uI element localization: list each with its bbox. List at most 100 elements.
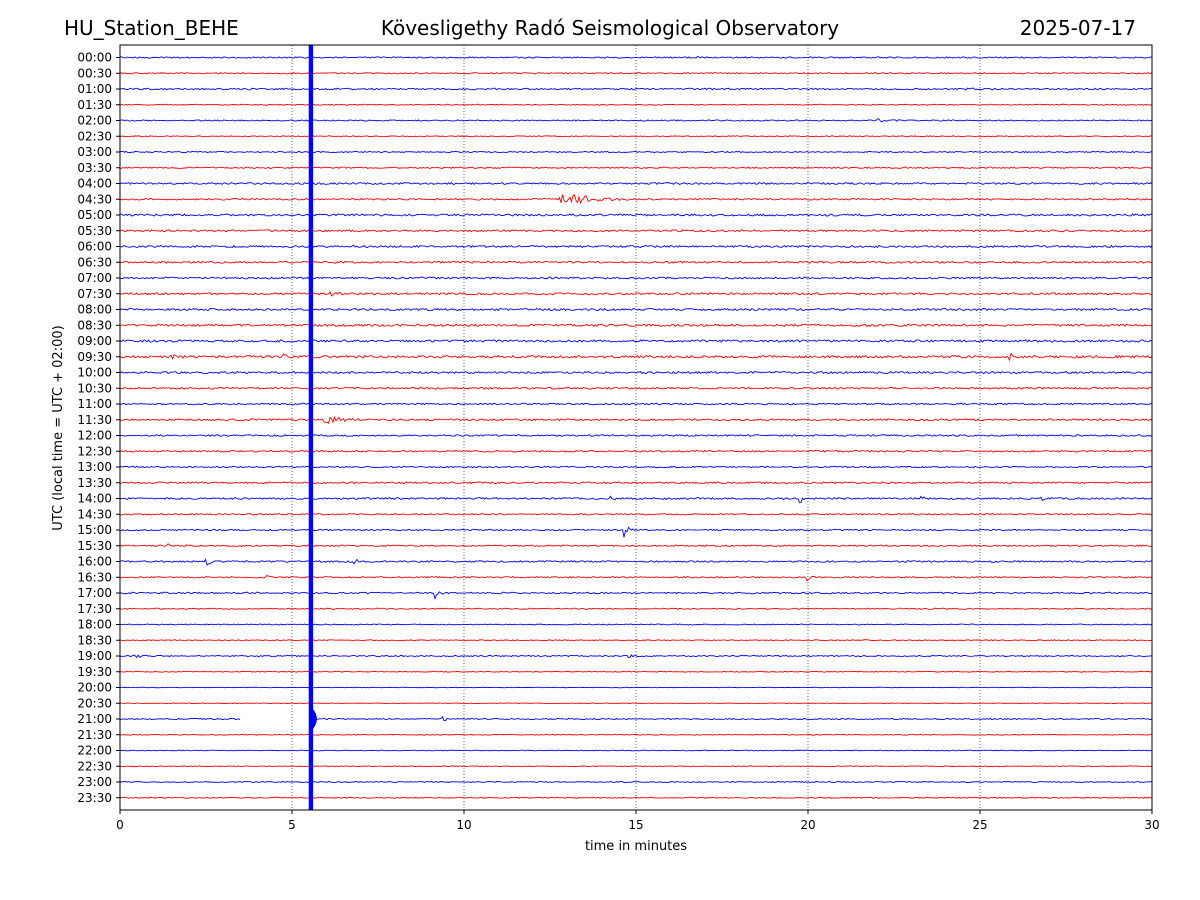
trace-line	[119, 558, 1153, 566]
row-time-label: 06:30	[77, 255, 112, 269]
row-time-label: 14:00	[77, 492, 112, 506]
row-time-label: 12:00	[77, 429, 112, 443]
main-event-trace	[308, 45, 314, 810]
row-time-label: 16:30	[77, 570, 112, 584]
trace-line	[119, 135, 1153, 138]
trace-line	[119, 449, 1153, 453]
station-name: HU_Station_BEHE	[64, 16, 239, 40]
row-time-label: 02:30	[77, 129, 112, 143]
row-time-label: 08:30	[77, 318, 112, 332]
trace-line	[119, 323, 1153, 328]
row-time-label: 00:30	[77, 66, 112, 80]
trace-line	[119, 434, 1153, 437]
row-time-label: 03:30	[77, 161, 112, 175]
row-time-label: 14:30	[77, 507, 112, 521]
trace-line	[119, 495, 1153, 504]
trace-line	[119, 717, 241, 721]
row-time-label: 23:30	[77, 791, 112, 805]
trace-line	[119, 370, 1153, 375]
trace-line	[119, 386, 1153, 390]
trace-line	[119, 574, 1153, 582]
row-time-label: 05:00	[77, 208, 112, 222]
row-time-label: 21:00	[77, 712, 112, 726]
row-time-label: 19:00	[77, 649, 112, 663]
trace-line	[119, 181, 1153, 185]
trace-line	[119, 513, 1153, 516]
row-time-label: 06:00	[77, 240, 112, 254]
row-time-label: 09:00	[77, 334, 112, 348]
row-time-label: 18:30	[77, 633, 112, 647]
row-time-label: 03:00	[77, 145, 112, 159]
main-event-bulge	[312, 709, 317, 729]
trace-line	[119, 55, 1153, 59]
trace-line	[119, 276, 1153, 280]
row-time-label: 10:30	[77, 381, 112, 395]
x-tick-label: 25	[972, 818, 987, 832]
x-tick-label: 15	[628, 818, 643, 832]
trace-line	[119, 229, 1153, 233]
trace-line	[119, 607, 1153, 610]
row-time-label: 07:00	[77, 271, 112, 285]
x-tick-label: 20	[800, 818, 815, 832]
row-time-label: 11:00	[77, 397, 112, 411]
row-time-label: 22:30	[77, 759, 112, 773]
trace-line	[119, 465, 1153, 469]
row-time-label: 15:30	[77, 539, 112, 553]
row-time-label: 18:00	[77, 618, 112, 632]
trace-line	[119, 654, 1153, 659]
trace-line	[119, 118, 1153, 123]
trace-line	[119, 686, 1153, 689]
trace-line	[119, 526, 1153, 538]
trace-line	[119, 291, 1153, 297]
row-time-label: 01:00	[77, 82, 112, 96]
grid-lines	[291, 45, 981, 810]
trace-line	[119, 623, 1153, 626]
trace-line	[119, 307, 1153, 312]
seismic-traces	[119, 45, 1153, 810]
row-time-label: 19:30	[77, 665, 112, 679]
x-tick-label: 10	[456, 818, 471, 832]
trace-line	[119, 591, 1153, 601]
trace-line	[119, 749, 1153, 752]
row-time-label: 20:00	[77, 681, 112, 695]
row-time-label: 09:30	[77, 350, 112, 364]
row-time-label: 07:30	[77, 287, 112, 301]
y-axis-label: UTC (local time = UTC + 02:00)	[51, 325, 66, 530]
row-time-label: 20:30	[77, 696, 112, 710]
row-time-label: 04:00	[77, 177, 112, 191]
row-time-label: 08:00	[77, 303, 112, 317]
trace-line	[119, 244, 1153, 249]
trace-line	[119, 213, 1153, 217]
row-time-label: 05:30	[77, 224, 112, 238]
trace-line	[119, 402, 1153, 406]
row-time-label: 22:00	[77, 744, 112, 758]
row-time-label: 13:00	[77, 460, 112, 474]
trace-line	[119, 765, 1153, 768]
row-time-label: 02:00	[77, 114, 112, 128]
x-tick-label: 5	[288, 818, 296, 832]
trace-line	[119, 481, 1153, 485]
row-time-label: 12:30	[77, 444, 112, 458]
trace-line	[119, 72, 1153, 75]
trace-line	[119, 339, 1153, 343]
trace-line	[119, 87, 1153, 91]
trace-line	[119, 639, 1153, 642]
chart-date: 2025-07-17	[1019, 16, 1136, 40]
row-time-label: 23:00	[77, 775, 112, 789]
x-tick-label: 0	[116, 818, 124, 832]
row-time-label: 21:30	[77, 728, 112, 742]
row-time-label: 00:00	[77, 51, 112, 65]
trace-line	[119, 702, 1153, 705]
trace-line	[119, 733, 1153, 736]
row-time-label: 11:30	[77, 413, 112, 427]
trace-line	[119, 260, 1153, 264]
row-time-label: 16:00	[77, 555, 112, 569]
row-time-label: 15:00	[77, 523, 112, 537]
chart-title: Kövesligethy Radó Seismological Observat…	[380, 16, 840, 40]
row-time-label: 17:00	[77, 586, 112, 600]
trace-line	[119, 781, 1153, 784]
row-time-label: 13:30	[77, 476, 112, 490]
trace-line	[119, 150, 1153, 154]
